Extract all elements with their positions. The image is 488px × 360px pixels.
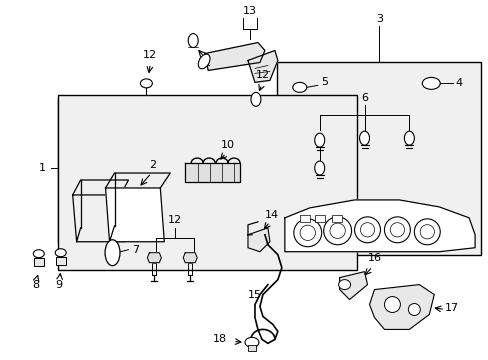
- Ellipse shape: [244, 337, 259, 347]
- Bar: [276, 62, 480, 255]
- Ellipse shape: [198, 54, 210, 69]
- Polygon shape: [147, 253, 161, 263]
- Text: 11: 11: [198, 58, 212, 68]
- Text: 15: 15: [247, 289, 262, 300]
- Text: 6: 6: [360, 93, 367, 103]
- Text: 13: 13: [243, 6, 257, 15]
- Bar: [331, 215, 341, 222]
- Text: 12: 12: [143, 50, 157, 60]
- Text: 7: 7: [132, 245, 139, 255]
- Polygon shape: [247, 228, 269, 252]
- Ellipse shape: [314, 133, 324, 147]
- Ellipse shape: [422, 77, 439, 89]
- Circle shape: [323, 217, 351, 245]
- Ellipse shape: [314, 161, 324, 175]
- Text: 2: 2: [148, 160, 156, 170]
- Polygon shape: [105, 188, 164, 242]
- Text: 16: 16: [367, 253, 381, 263]
- Circle shape: [384, 297, 400, 312]
- Ellipse shape: [359, 131, 369, 145]
- Polygon shape: [73, 195, 124, 242]
- Circle shape: [413, 219, 439, 245]
- Polygon shape: [185, 163, 240, 182]
- Text: 8: 8: [32, 280, 40, 289]
- Circle shape: [293, 219, 321, 247]
- Bar: [314, 215, 324, 222]
- Ellipse shape: [105, 240, 120, 266]
- Polygon shape: [285, 200, 474, 252]
- Text: 14: 14: [264, 210, 278, 220]
- Text: 9: 9: [55, 280, 62, 289]
- Bar: [58, 95, 356, 270]
- Polygon shape: [205, 42, 264, 71]
- Ellipse shape: [292, 82, 306, 92]
- Ellipse shape: [33, 250, 44, 258]
- Ellipse shape: [338, 280, 350, 289]
- Bar: [56, 257, 65, 265]
- Ellipse shape: [188, 33, 198, 48]
- Text: 5: 5: [321, 77, 327, 87]
- Text: 1: 1: [39, 163, 46, 173]
- Ellipse shape: [404, 131, 413, 145]
- Polygon shape: [183, 253, 197, 263]
- Text: 12: 12: [255, 71, 269, 80]
- Text: 4: 4: [455, 78, 462, 88]
- Circle shape: [354, 217, 380, 243]
- Ellipse shape: [55, 249, 66, 257]
- Text: 10: 10: [221, 140, 235, 150]
- Polygon shape: [339, 272, 367, 300]
- Ellipse shape: [250, 92, 261, 106]
- Bar: [34, 258, 44, 266]
- Bar: [299, 215, 309, 222]
- Circle shape: [384, 217, 409, 243]
- Polygon shape: [247, 50, 277, 82]
- Bar: [58, 98, 238, 242]
- Text: 17: 17: [444, 302, 458, 312]
- Text: 3: 3: [375, 14, 382, 24]
- Text: 18: 18: [213, 334, 227, 345]
- Polygon shape: [369, 285, 433, 329]
- Ellipse shape: [140, 79, 152, 88]
- Text: 12: 12: [168, 215, 182, 225]
- Circle shape: [407, 303, 420, 315]
- Bar: [247, 345, 255, 351]
